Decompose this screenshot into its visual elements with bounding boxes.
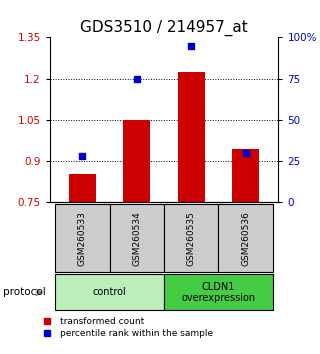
Bar [219,205,273,273]
Text: GSM260534: GSM260534 [132,211,141,266]
Text: protocol: protocol [3,287,46,297]
Bar [109,205,164,273]
Point [243,150,248,156]
Text: GSM260533: GSM260533 [78,211,87,266]
Bar [232,149,259,202]
Bar [123,120,150,202]
Text: CLDN1
overexpression: CLDN1 overexpression [181,282,256,303]
Bar [178,72,205,202]
Bar [55,274,164,310]
Point [80,153,85,159]
Text: GSM260536: GSM260536 [241,211,250,266]
Bar [164,205,219,273]
Bar [164,274,273,310]
Bar [55,205,109,273]
Point [134,76,139,81]
Title: GDS3510 / 214957_at: GDS3510 / 214957_at [80,20,248,36]
Text: GSM260535: GSM260535 [187,211,196,266]
Point [189,43,194,48]
Text: control: control [93,287,126,297]
Bar [69,173,96,202]
Legend: transformed count, percentile rank within the sample: transformed count, percentile rank withi… [38,317,213,338]
